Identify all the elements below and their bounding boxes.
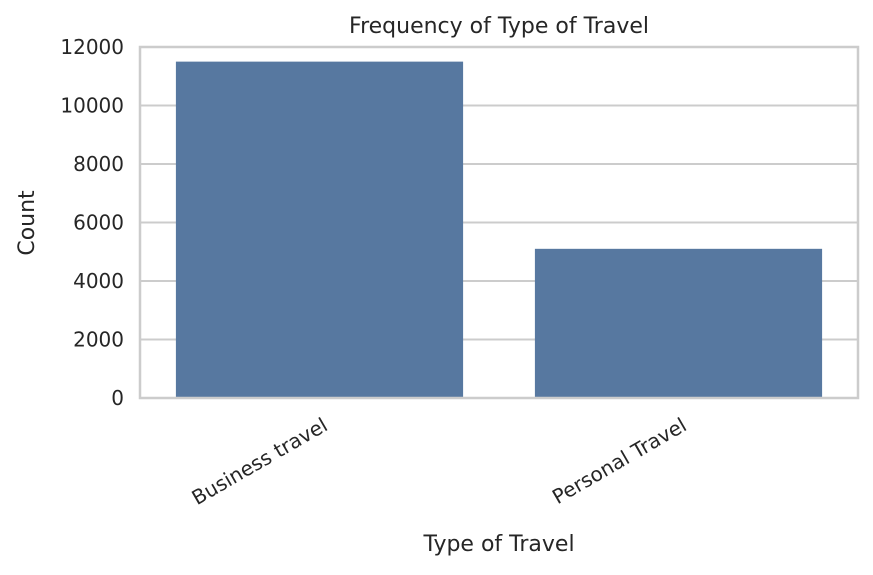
y-tick-label: 10000 (60, 94, 124, 118)
bars (175, 61, 823, 398)
chart-title: Frequency of Type of Travel (349, 14, 649, 39)
plot-frame (138, 45, 860, 400)
x-tick-label: Business travel (187, 413, 331, 510)
y-tick-label: 12000 (60, 35, 124, 59)
bar-personal-travel (534, 248, 823, 398)
bar-business-travel (175, 61, 464, 398)
x-tick-label: Personal Travel (548, 413, 691, 509)
y-tick-label: 6000 (73, 211, 124, 235)
y-tick-label: 4000 (73, 269, 124, 293)
y-axis-title: Count (15, 190, 40, 256)
y-tick-labels: 0 2000 4000 6000 8000 10000 12000 (60, 35, 124, 410)
x-axis-title: Type of Travel (422, 532, 574, 557)
y-tick-label: 0 (111, 386, 124, 410)
x-tick-labels: Business travel Personal Travel (187, 413, 690, 510)
y-tick-label: 2000 (73, 328, 124, 352)
y-tick-label: 8000 (73, 152, 124, 176)
